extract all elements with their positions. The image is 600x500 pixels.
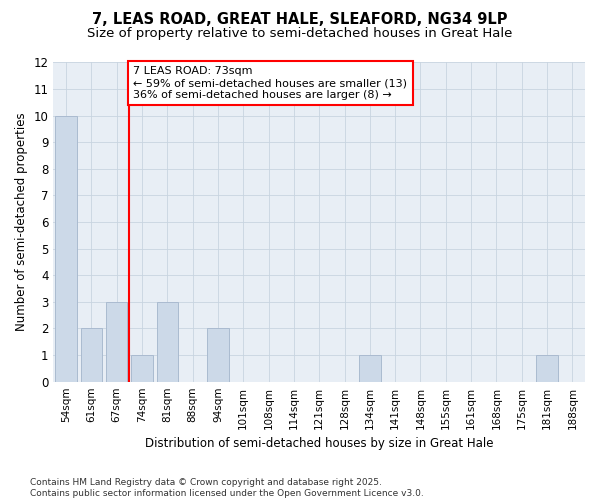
Bar (536, 355, 558, 382)
Text: 7, LEAS ROAD, GREAT HALE, SLEAFORD, NG34 9LP: 7, LEAS ROAD, GREAT HALE, SLEAFORD, NG34… (92, 12, 508, 28)
Bar (359, 355, 380, 382)
Text: Contains HM Land Registry data © Crown copyright and database right 2025.
Contai: Contains HM Land Registry data © Crown c… (30, 478, 424, 498)
Y-axis label: Number of semi-detached properties: Number of semi-detached properties (15, 113, 28, 332)
Bar (207, 328, 229, 382)
Bar (55, 116, 77, 382)
Bar (106, 302, 127, 382)
Bar (131, 355, 153, 382)
Text: 7 LEAS ROAD: 73sqm
← 59% of semi-detached houses are smaller (13)
36% of semi-de: 7 LEAS ROAD: 73sqm ← 59% of semi-detache… (133, 66, 407, 100)
Bar (157, 302, 178, 382)
Bar (80, 328, 102, 382)
X-axis label: Distribution of semi-detached houses by size in Great Hale: Distribution of semi-detached houses by … (145, 437, 493, 450)
Text: Size of property relative to semi-detached houses in Great Hale: Size of property relative to semi-detach… (88, 28, 512, 40)
